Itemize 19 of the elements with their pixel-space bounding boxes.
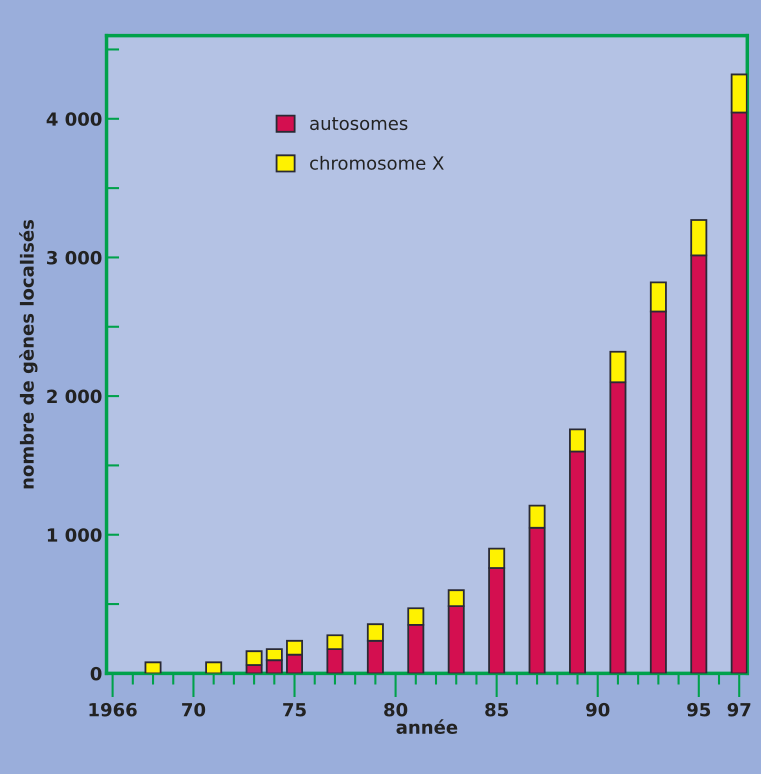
bar	[144, 661, 162, 674]
y-axis-title: nombre de gènes localisés	[19, 220, 38, 488]
y-tick-label: 4 000	[46, 112, 102, 126]
legend-label: chromosome X	[310, 156, 444, 170]
y-tick-label: 0	[90, 666, 102, 680]
x-tick-label: 70	[182, 702, 206, 717]
y-tick-label: 2 000	[47, 390, 102, 404]
x-tick-label: 85	[485, 702, 508, 717]
x-tick-label: 95	[687, 702, 710, 717]
bar	[205, 661, 222, 674]
y-tick-label: 3 000	[47, 250, 102, 265]
x-tick-label: 75	[283, 703, 306, 717]
x-tick-label: 1966	[90, 702, 137, 717]
x-tick-label: 90	[586, 702, 610, 717]
x-tick-label: 80	[384, 702, 408, 717]
legend-label: autosomes	[310, 117, 408, 130]
y-tick-label: 1 000	[48, 528, 102, 542]
x-tick-label: 97	[728, 702, 750, 717]
x-axis-title: année	[396, 719, 458, 734]
